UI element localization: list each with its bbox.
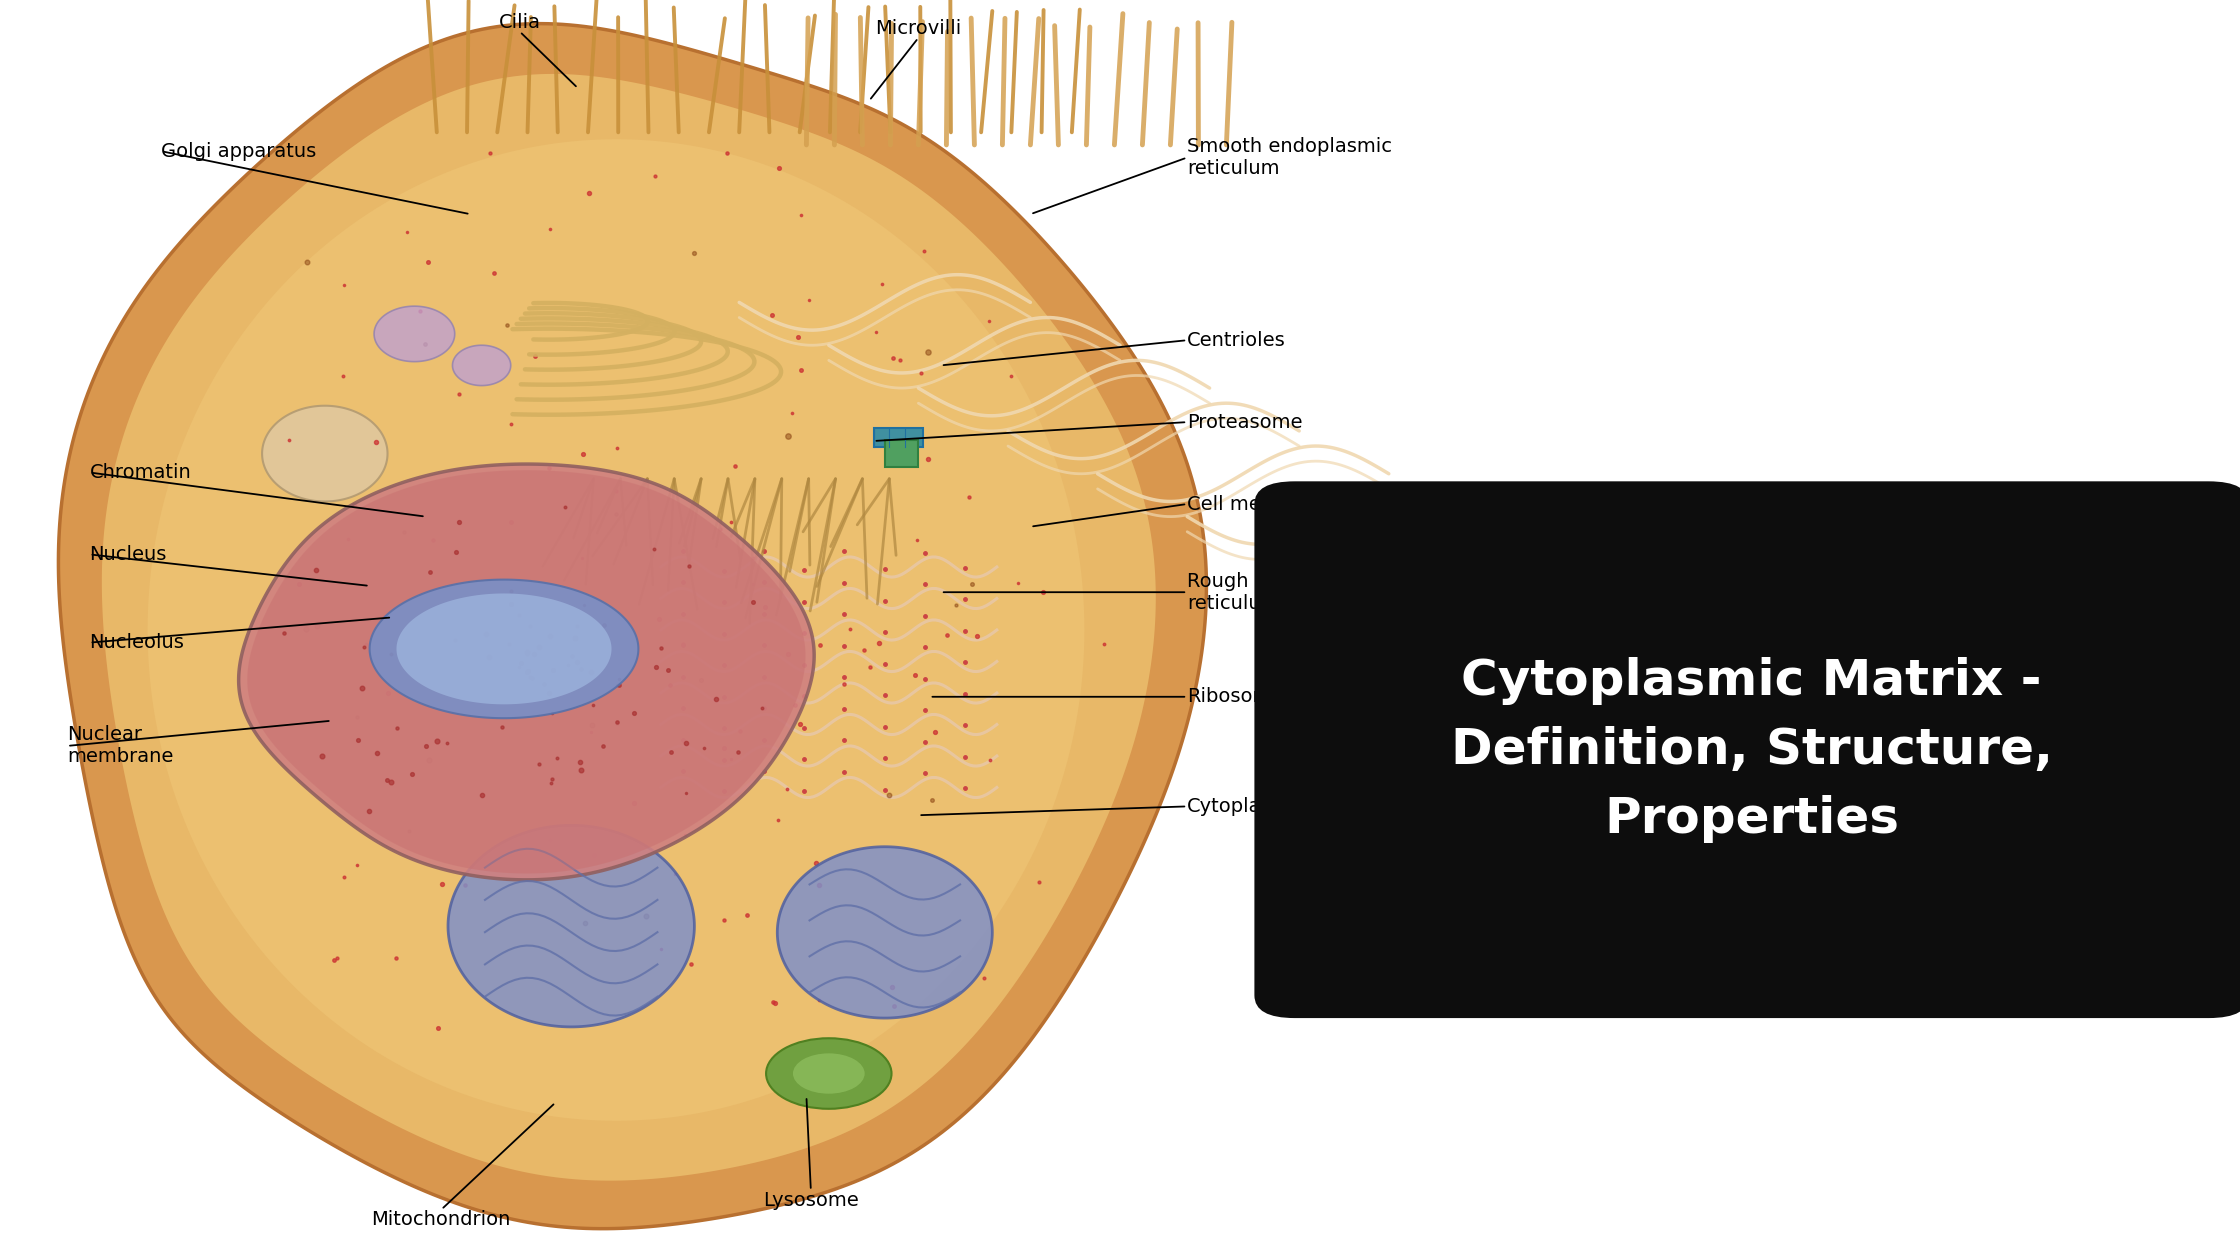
Polygon shape [262, 406, 388, 501]
Bar [885, 440, 918, 467]
Polygon shape [374, 306, 455, 362]
Text: Chromatin: Chromatin [90, 462, 190, 483]
FancyBboxPatch shape [1254, 481, 2240, 1018]
Text: Nuclear
membrane: Nuclear membrane [67, 726, 172, 766]
Polygon shape [101, 74, 1156, 1181]
Text: Ribosomes: Ribosomes [1187, 687, 1295, 707]
Polygon shape [452, 345, 511, 386]
Text: Cytoplasm: Cytoplasm [1187, 796, 1290, 816]
Text: Golgi apparatus: Golgi apparatus [161, 141, 316, 161]
Text: Rough endoplasmic
reticulum: Rough endoplasmic reticulum [1187, 572, 1378, 612]
Text: Mitochondrion: Mitochondrion [372, 1210, 511, 1228]
Circle shape [793, 1053, 865, 1094]
Bar [874, 428, 923, 447]
Polygon shape [777, 847, 992, 1018]
Text: Microvilli: Microvilli [876, 19, 961, 38]
Text: Cell membrane: Cell membrane [1187, 494, 1337, 514]
Polygon shape [396, 593, 612, 704]
Text: Lysosome: Lysosome [764, 1191, 858, 1210]
Circle shape [766, 1038, 892, 1109]
Text: Nucleolus: Nucleolus [90, 633, 184, 653]
Text: Cilia: Cilia [500, 13, 540, 32]
Polygon shape [240, 464, 813, 879]
Text: Centrioles: Centrioles [1187, 330, 1286, 350]
Polygon shape [448, 825, 694, 1027]
Polygon shape [58, 24, 1207, 1228]
Text: Proteasome: Proteasome [1187, 412, 1304, 432]
Text: Nucleus: Nucleus [90, 544, 168, 564]
Polygon shape [370, 580, 638, 718]
Text: Cytoplasmic Matrix -
Definition, Structure,
Properties: Cytoplasmic Matrix - Definition, Structu… [1452, 656, 2052, 843]
Polygon shape [246, 470, 806, 873]
Polygon shape [148, 140, 1084, 1120]
Text: Smooth endoplasmic
reticulum: Smooth endoplasmic reticulum [1187, 137, 1393, 178]
